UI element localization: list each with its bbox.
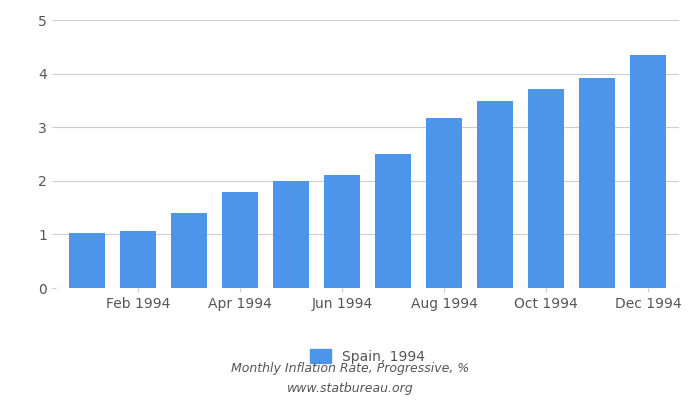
Bar [120,231,155,288]
Bar [171,213,206,288]
Bar [580,78,615,288]
Bar [375,154,411,288]
Text: Monthly Inflation Rate, Progressive, %: Monthly Inflation Rate, Progressive, % [231,362,469,375]
Bar [528,89,564,288]
Bar [631,55,666,288]
Bar [426,118,462,288]
Bar [273,181,309,288]
Bar [324,176,360,288]
Bar [477,101,513,288]
Bar [69,233,104,288]
Bar [222,192,258,288]
Legend: Spain, 1994: Spain, 1994 [304,343,430,369]
Text: www.statbureau.org: www.statbureau.org [287,382,413,395]
